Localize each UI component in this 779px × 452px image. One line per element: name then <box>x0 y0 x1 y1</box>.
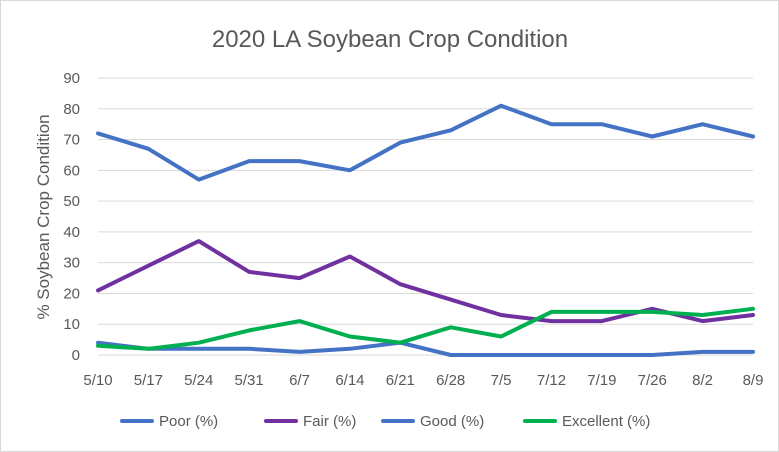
y-axis-ticks: 0 10 20 30 40 50 60 70 80 90 <box>63 70 80 364</box>
x-tick-label: 6/21 <box>386 372 415 389</box>
y-tick-label: 90 <box>63 70 80 87</box>
x-tick-label: 8/2 <box>692 372 713 389</box>
x-tick-label: 7/26 <box>638 372 667 389</box>
chart-title: 2020 LA Soybean Crop Condition <box>212 26 568 53</box>
legend-label-poor: Poor (%) <box>159 413 218 430</box>
y-axis-label: % Soybean Crop Condition <box>34 114 53 319</box>
series-line-poor <box>96 340 755 357</box>
series-lines <box>96 103 755 357</box>
y-tick-label: 0 <box>72 347 80 364</box>
y-tick-label: 10 <box>63 316 80 333</box>
legend: Poor (%) Fair (%) Good (%) Excellent (%) <box>120 413 650 430</box>
y-tick-label: 80 <box>63 101 80 118</box>
legend-label-good: Good (%) <box>420 413 484 430</box>
x-tick-label: 5/10 <box>83 372 112 389</box>
x-tick-label: 6/7 <box>289 372 310 389</box>
x-tick-label: 6/14 <box>335 372 364 389</box>
y-tick-label: 40 <box>63 224 80 241</box>
x-tick-label: 5/31 <box>235 372 264 389</box>
y-tick-label: 20 <box>63 285 80 302</box>
x-tick-label: 6/28 <box>436 372 465 389</box>
x-tick-label: 5/24 <box>184 372 213 389</box>
legend-label-fair: Fair (%) <box>303 413 356 430</box>
x-tick-label: 8/9 <box>743 372 764 389</box>
x-tick-label: 5/17 <box>134 372 163 389</box>
x-tick-label: 7/19 <box>587 372 616 389</box>
legend-label-excellent: Excellent (%) <box>562 413 650 430</box>
x-axis-ticks: 5/10 5/17 5/24 5/31 6/7 6/14 6/21 6/28 7/5 7/12 7/… <box>83 372 763 389</box>
x-tick-label: 7/12 <box>537 372 566 389</box>
gridlines <box>98 77 753 356</box>
y-tick-label: 50 <box>63 193 80 210</box>
x-tick-label: 7/5 <box>491 372 512 389</box>
series-line-fair <box>96 239 755 324</box>
series-line-excellent <box>96 306 755 351</box>
y-tick-label: 30 <box>63 255 80 272</box>
y-tick-label: 70 <box>63 132 80 149</box>
series-line-good <box>96 103 755 182</box>
y-tick-label: 60 <box>63 162 80 179</box>
